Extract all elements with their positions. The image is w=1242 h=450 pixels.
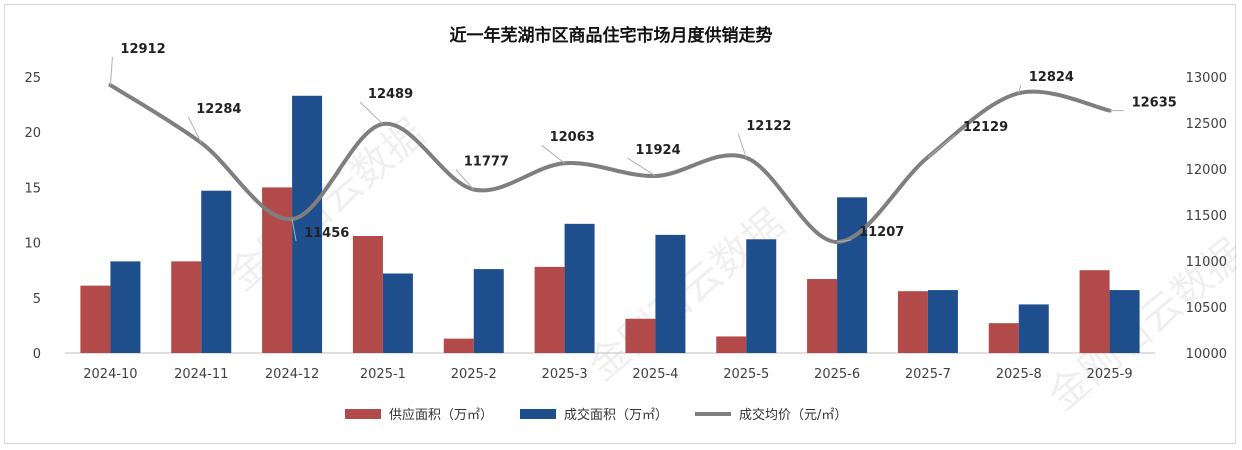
bar-deal xyxy=(201,190,232,353)
legend-label: 成交面积（万㎡） xyxy=(564,407,668,423)
bar-deal xyxy=(837,197,868,353)
price-data-label: 11456 xyxy=(304,226,349,241)
chart-svg: 近一年芜湖市区商品住宅市场月度供销走势 金刚石云数据金刚石云数据金刚石云数据 0… xyxy=(24,25,1237,423)
bar-supply xyxy=(443,338,474,353)
bar-deal xyxy=(1018,304,1049,353)
bar-deal xyxy=(110,261,141,353)
x-tick-label: 2025-5 xyxy=(723,367,769,382)
bar-deal xyxy=(382,273,413,353)
legend-swatch xyxy=(520,409,556,419)
y-left-tick-label: 0 xyxy=(33,347,41,362)
legend-swatch xyxy=(345,409,381,419)
price-label-leader xyxy=(455,169,475,190)
bar-supply xyxy=(716,336,747,353)
y-left-tick-label: 25 xyxy=(24,71,41,86)
price-line xyxy=(108,83,1112,244)
bar-supply xyxy=(534,266,565,353)
bar-supply xyxy=(1079,270,1110,353)
price-data-label: 11207 xyxy=(859,225,904,240)
legend: 供应面积（万㎡） 成交面积（万㎡） 成交均价（元/㎡） xyxy=(345,407,847,423)
bar-deal xyxy=(564,223,595,353)
bar-supply xyxy=(352,235,383,353)
y-right-tick-label: 12500 xyxy=(1186,117,1227,132)
x-tick-label: 2025-6 xyxy=(814,367,860,382)
x-tick-label: 2025-3 xyxy=(542,367,588,382)
x-tick-label: 2024-11 xyxy=(174,367,228,382)
y-left-tick-label: 15 xyxy=(24,181,41,196)
bar-supply xyxy=(80,285,111,353)
axes: 0 5 10 15 20 25 10000 10500 11000 11500 12000 12500… xyxy=(24,71,1227,382)
x-tick-label: 2025-2 xyxy=(451,367,497,382)
data-labels: 12912 12284 11456 12489 11777 12063 11924 12122… xyxy=(109,42,1177,243)
bar-deal xyxy=(473,269,504,353)
price-data-label: 12063 xyxy=(550,130,595,145)
y-right-tick-label: 10000 xyxy=(1186,347,1227,362)
price-line-path xyxy=(108,83,1112,244)
price-label-leader xyxy=(627,157,656,177)
legend-label: 成交均价（元/㎡） xyxy=(739,407,847,423)
y-left-tick-label: 5 xyxy=(33,292,41,307)
bar-deal xyxy=(292,95,323,353)
price-data-label: 12824 xyxy=(1029,70,1074,85)
price-label-leader xyxy=(737,133,747,158)
x-tick-label: 2025-7 xyxy=(905,367,951,382)
bar-supply xyxy=(625,318,656,353)
price-data-label: 12122 xyxy=(746,119,791,134)
y-right-tick-label: 13000 xyxy=(1186,71,1227,86)
x-tick-label: 2025-1 xyxy=(360,367,406,382)
chart-title: 近一年芜湖市区商品住宅市场月度供销走势 xyxy=(450,25,773,46)
bar-supply xyxy=(807,279,838,353)
price-data-label: 11924 xyxy=(635,143,680,158)
y-right-tick-label: 10500 xyxy=(1186,301,1227,316)
x-tick-label: 2025-9 xyxy=(1087,367,1133,382)
bar-deal xyxy=(1109,290,1140,353)
x-tick-label: 2024-12 xyxy=(265,367,319,382)
bar-supply xyxy=(988,323,1019,353)
x-tick-label: 2024-10 xyxy=(83,367,137,382)
watermark-text: 金刚石云数据 xyxy=(220,110,433,300)
price-label-leader xyxy=(1018,85,1022,94)
price-data-label: 11777 xyxy=(464,155,509,170)
y-right-tick-label: 12000 xyxy=(1186,163,1227,178)
price-data-label: 12129 xyxy=(963,120,1008,135)
price-data-label: 12284 xyxy=(196,102,241,117)
legend-label: 供应面积（万㎡） xyxy=(389,407,493,423)
price-data-label: 12489 xyxy=(368,87,413,102)
price-label-leader xyxy=(109,57,113,86)
bar-deal xyxy=(746,239,777,353)
price-label-leader xyxy=(541,144,565,164)
bar-deal xyxy=(655,234,686,353)
price-data-label: 12635 xyxy=(1132,96,1177,111)
price-label-leader xyxy=(187,116,202,144)
chart-frame: 近一年芜湖市区商品住宅市场月度供销走势 金刚石云数据金刚石云数据金刚石云数据 0… xyxy=(4,4,1237,444)
price-label-leader xyxy=(837,239,852,243)
y-left-tick-label: 20 xyxy=(24,126,41,141)
bars xyxy=(80,95,1140,353)
bar-supply xyxy=(262,187,293,353)
bar-deal xyxy=(927,290,958,353)
bar-supply xyxy=(171,261,202,353)
bar-supply xyxy=(897,291,928,353)
price-data-label: 12912 xyxy=(120,42,165,57)
price-label-leader xyxy=(291,218,297,242)
price-label-leader xyxy=(927,134,956,158)
y-right-tick-label: 11500 xyxy=(1186,209,1227,224)
price-label-leader xyxy=(359,101,384,125)
x-tick-label: 2025-8 xyxy=(996,367,1042,382)
y-right-tick-label: 11000 xyxy=(1186,255,1227,270)
x-tick-label: 2025-4 xyxy=(632,367,678,382)
y-left-tick-label: 10 xyxy=(24,237,41,252)
